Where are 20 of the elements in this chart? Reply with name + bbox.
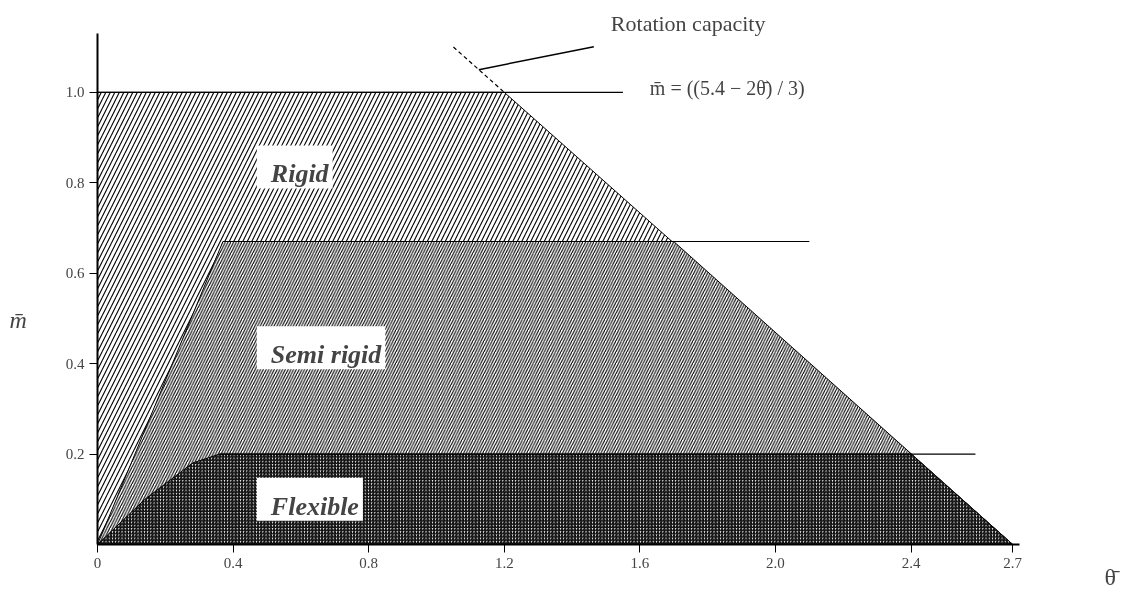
series-label: Semi rigid bbox=[270, 340, 383, 370]
series-label: Flexible bbox=[269, 491, 359, 521]
y-tick-label: 0.4 bbox=[65, 355, 85, 372]
y-tick-label: 0.6 bbox=[65, 265, 85, 282]
x-tick-label: 0.8 bbox=[359, 554, 379, 571]
annotation: Rotation capacity bbox=[610, 10, 766, 36]
x-tick-label: 0.4 bbox=[223, 554, 243, 571]
x-tick-label: 0 bbox=[93, 554, 102, 571]
x-tick-label: 2.0 bbox=[766, 554, 785, 571]
annotation: m̄ = ((5.4 − 2θ̄) / 3) bbox=[649, 76, 805, 100]
x-tick-label: 1.6 bbox=[630, 554, 650, 571]
y-tick-label: 0.2 bbox=[65, 446, 85, 463]
x-tick-label: 2.4 bbox=[901, 554, 921, 571]
x-axis-title: θ̄ bbox=[1104, 563, 1120, 590]
x-tick-label: 2.7 bbox=[1003, 554, 1023, 571]
y-axis-title: m̄ bbox=[9, 306, 27, 333]
y-tick-label: 1.0 bbox=[65, 84, 85, 101]
y-tick-label: 0.8 bbox=[65, 174, 85, 191]
x-tick-label: 1.2 bbox=[494, 554, 514, 571]
series-label: Rigid bbox=[269, 159, 330, 189]
